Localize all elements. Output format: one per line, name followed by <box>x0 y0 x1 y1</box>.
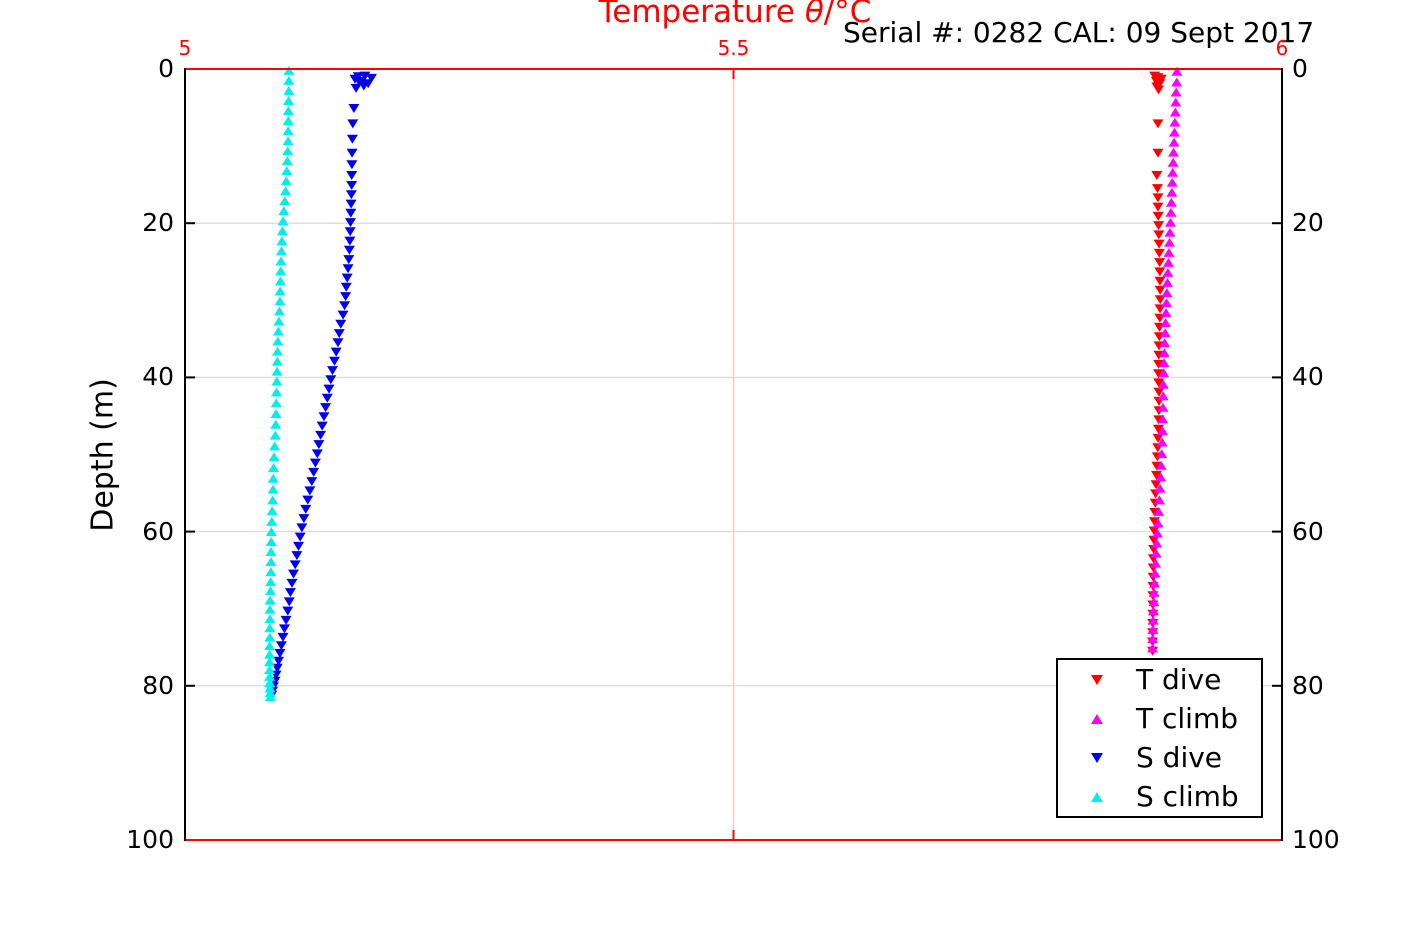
figure-title: Serial #: 0282 CAL: 09 Sept 2017 <box>843 16 1315 49</box>
y-tick-label-left: 100 <box>126 825 174 854</box>
x-tick-label: 6 <box>1275 36 1289 60</box>
y-tick-label-left: 0 <box>158 54 174 83</box>
legend-item: S dive <box>1058 738 1261 777</box>
legend-label: S dive <box>1136 741 1223 774</box>
legend-label: T climb <box>1136 702 1239 735</box>
top-x-axis-title-text: Temperature <box>598 0 805 30</box>
legend-label: T dive <box>1136 663 1222 696</box>
series-s-dive <box>266 71 377 700</box>
y-tick-label-left: 20 <box>142 208 174 238</box>
legend: T dive T climb S dive S climb <box>1056 658 1263 818</box>
y-tick-label-right: 80 <box>1292 670 1324 700</box>
legend-item: S climb <box>1058 777 1261 816</box>
top-x-axis-title-units: /°C <box>823 0 872 30</box>
y-tick-label-left: 40 <box>142 362 174 392</box>
y-tick-label-right: 20 <box>1292 208 1324 238</box>
top-x-axis-title: Temperature θ/°C <box>599 0 872 30</box>
triangle-down-icon <box>1058 674 1136 685</box>
legend-item: T climb <box>1058 699 1261 738</box>
y-tick-label-right: 0 <box>1292 54 1308 83</box>
y-tick-label-left: 60 <box>142 516 174 546</box>
y-tick-label-right: 40 <box>1292 362 1324 392</box>
series-s-climb <box>264 65 295 701</box>
triangle-up-icon <box>1058 791 1136 802</box>
legend-label: S climb <box>1136 780 1239 813</box>
y-tick-label-left: 80 <box>142 670 174 700</box>
y-tick-label-right: 100 <box>1292 825 1340 854</box>
legend-item: T dive <box>1058 660 1261 699</box>
series-t-dive <box>1147 71 1167 656</box>
theta-symbol: θ <box>804 0 824 30</box>
triangle-down-icon <box>1058 752 1136 763</box>
y-tick-label-right: 60 <box>1292 516 1324 546</box>
x-tick-label: 5 <box>178 36 192 60</box>
triangle-up-icon <box>1058 713 1136 724</box>
x-tick-label: 5.5 <box>717 36 750 60</box>
series-t-climb <box>1147 66 1183 653</box>
